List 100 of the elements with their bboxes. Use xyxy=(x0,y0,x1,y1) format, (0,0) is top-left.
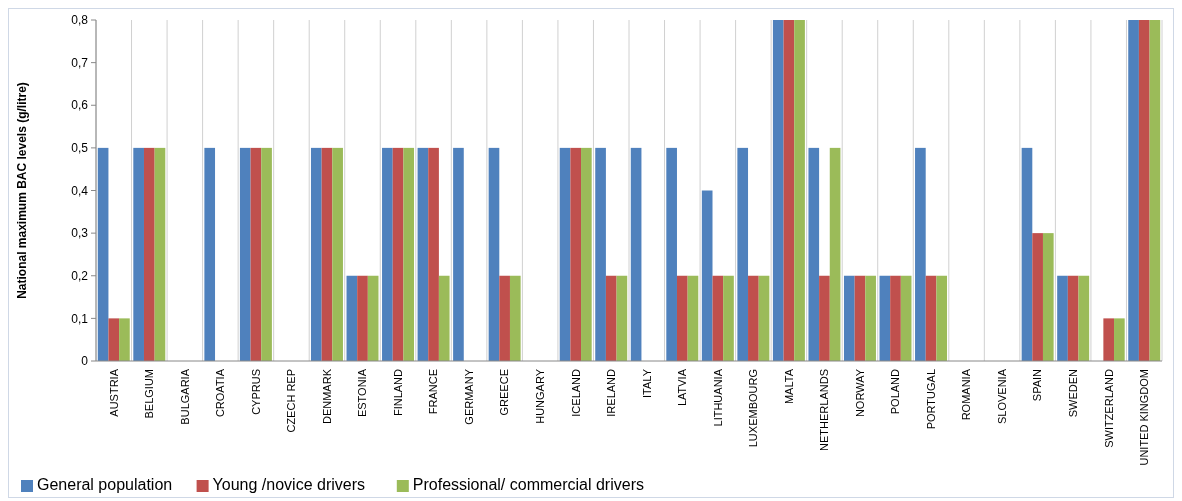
bar xyxy=(1057,275,1068,361)
y-tick-label: 0,8 xyxy=(71,13,89,28)
bar xyxy=(819,275,830,361)
y-tick-label: 0,6 xyxy=(71,98,89,113)
x-tick-label: CROATIA xyxy=(214,368,227,418)
x-tick-label: HUNGARY xyxy=(534,368,547,424)
x-tick-label: POLAND xyxy=(889,368,902,415)
bar xyxy=(772,20,784,361)
x-tick-label: CZECH REP xyxy=(285,369,298,433)
bar xyxy=(1138,20,1150,361)
bar xyxy=(239,147,251,361)
x-tick-label: SLOVENIA xyxy=(995,368,1008,425)
bar xyxy=(204,147,216,361)
bar xyxy=(119,318,130,361)
bar xyxy=(438,275,450,361)
bar xyxy=(1021,147,1033,361)
bar xyxy=(925,275,937,361)
bar xyxy=(701,190,713,361)
bar xyxy=(1067,275,1079,361)
y-axis-title: National maximum BAC levels (g/litre) xyxy=(15,82,29,299)
bar xyxy=(630,147,642,361)
bar xyxy=(321,147,333,361)
x-tick-label: UNITED KINGDOM xyxy=(1138,369,1151,466)
bar xyxy=(346,275,358,361)
y-tick-label: 0,2 xyxy=(71,268,89,283)
x-tick-label: SWITZERLAND xyxy=(1102,368,1115,448)
bar xyxy=(1128,20,1139,361)
y-tick-label: 0,7 xyxy=(71,55,89,70)
bar xyxy=(1103,318,1115,361)
bar xyxy=(570,147,582,361)
bar xyxy=(453,147,464,361)
bar xyxy=(829,147,841,361)
x-tick-label: LUXEMBOURG xyxy=(747,369,760,448)
bar xyxy=(499,275,510,361)
bar xyxy=(843,275,855,361)
bar xyxy=(417,147,429,361)
bar xyxy=(581,147,592,361)
x-tick-label: IRELAND xyxy=(605,368,618,417)
bar xyxy=(133,147,144,361)
x-tick-label: FINLAND xyxy=(391,368,404,417)
bar xyxy=(310,147,322,361)
bar xyxy=(915,147,926,361)
x-tick-label: FRANCE xyxy=(427,369,440,415)
x-tick-label: BELGIUM xyxy=(143,369,156,419)
bar xyxy=(794,20,805,361)
x-tick-label: GERMANY xyxy=(462,368,475,425)
bar xyxy=(367,275,379,361)
x-tick-label: PORTUGAL xyxy=(924,369,937,430)
x-tick-label: ESTONIA xyxy=(356,368,369,418)
bar xyxy=(428,147,439,361)
bar xyxy=(854,275,866,361)
x-tick-label: SWEDEN xyxy=(1067,368,1080,418)
bar xyxy=(1114,318,1125,361)
bar xyxy=(865,275,876,361)
x-tick-label: CYPRUS xyxy=(249,369,262,415)
bar xyxy=(357,275,368,361)
y-tick-label: 0,1 xyxy=(71,311,89,326)
bar xyxy=(900,275,912,361)
bar xyxy=(808,147,820,361)
bar xyxy=(605,275,617,361)
x-tick-label: LATVIA xyxy=(676,368,689,407)
bar xyxy=(1149,20,1161,361)
bar xyxy=(666,147,677,361)
bar xyxy=(97,147,109,361)
bar xyxy=(936,275,948,361)
bar xyxy=(616,275,628,361)
bar xyxy=(879,275,891,361)
bar xyxy=(1032,233,1043,361)
y-tick-label: 0,5 xyxy=(71,141,89,156)
x-tick-label: ROMANIA xyxy=(960,368,973,421)
legend-label: Young /novice drivers xyxy=(212,476,365,493)
bar xyxy=(687,275,699,361)
bar xyxy=(392,147,404,361)
x-tick-label: LITHUANIA xyxy=(711,368,724,427)
bar xyxy=(595,147,606,361)
x-tick-label: DENMARK xyxy=(320,368,333,425)
bar xyxy=(382,147,393,361)
y-tick-label: 0 xyxy=(81,354,89,369)
bar xyxy=(559,147,571,361)
bar xyxy=(250,147,262,361)
legend-label: Professional/ commercial drivers xyxy=(412,476,644,493)
bar xyxy=(154,147,166,361)
y-tick-label: 0,3 xyxy=(71,226,89,241)
bar xyxy=(737,147,749,361)
bar xyxy=(332,147,343,361)
x-tick-label: NETHERLANDS xyxy=(818,369,831,451)
bar xyxy=(890,275,901,361)
bar xyxy=(261,147,272,361)
x-tick-label: ITALY xyxy=(640,368,653,398)
bar xyxy=(143,147,155,361)
bar xyxy=(509,275,521,361)
x-tick-label: AUSTRIA xyxy=(107,368,120,417)
x-tick-label: ICELAND xyxy=(569,368,582,417)
y-tick-label: 0,4 xyxy=(71,183,89,198)
bar xyxy=(488,147,500,361)
bar xyxy=(758,275,770,361)
bar xyxy=(403,147,415,361)
x-tick-label: NORWAY xyxy=(853,368,866,418)
bar xyxy=(712,275,724,361)
bar xyxy=(748,275,759,361)
